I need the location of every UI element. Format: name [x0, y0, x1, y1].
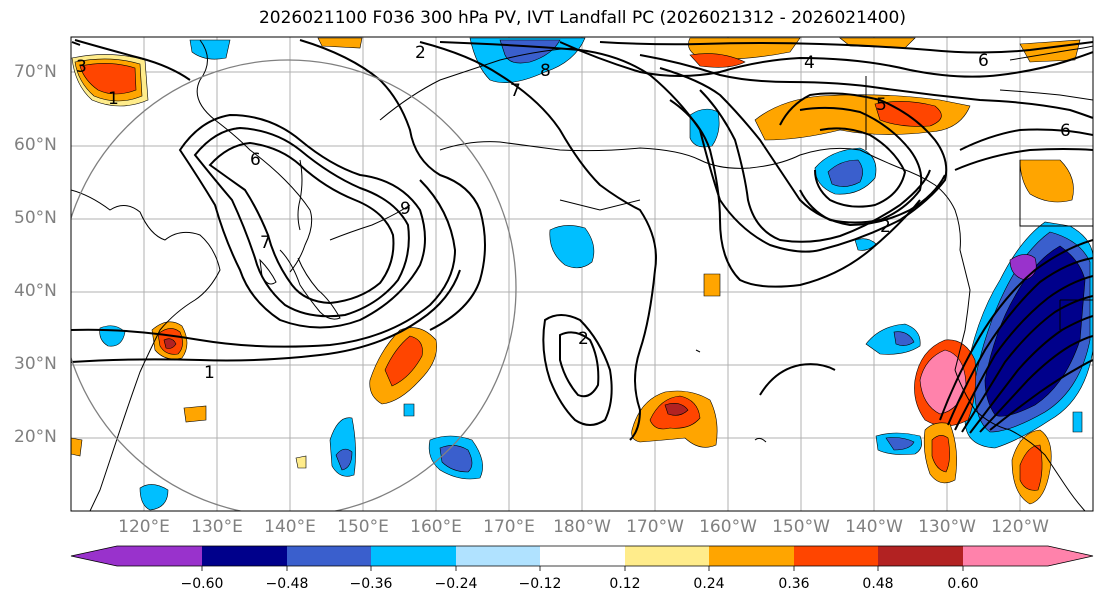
page-title: 2026021100 F036 300 hPa PV, IVT Landfall…	[258, 8, 906, 28]
lon-label-140e: 140°E	[264, 517, 316, 537]
svg-text:2: 2	[578, 329, 589, 349]
svg-text:6: 6	[1060, 121, 1071, 141]
colorbar-segment	[117, 546, 202, 566]
svg-text:6: 6	[978, 51, 989, 71]
lon-label-160e: 160°E	[410, 517, 462, 537]
colorbar-max-extend	[1048, 546, 1093, 566]
pv-contours	[71, 39, 1093, 441]
colorbar-tick: 0.24	[693, 576, 725, 592]
lon-label-150e: 150°E	[337, 517, 389, 537]
colorbar-tick: 0.48	[862, 576, 894, 592]
lat-label-40n: 40°N	[14, 281, 57, 301]
lon-label-130e: 130°E	[191, 517, 243, 537]
contour-labels: 2 4 5 6 7 8 1 2 3 7 6 9 2 1 6	[76, 43, 1071, 383]
lon-label-120w: 120°W	[991, 517, 1049, 537]
lat-label-50n: 50°N	[14, 208, 57, 228]
svg-text:7: 7	[510, 81, 521, 101]
reference-circle	[71, 59, 517, 511]
svg-text:1: 1	[108, 89, 119, 109]
colorbar-tick: 0.60	[947, 576, 979, 592]
map-frame	[70, 36, 1094, 512]
lon-label-180w: 180°W	[553, 517, 611, 537]
map-content: 2 4 5 6 7 8 1 2 3 7 6 9 2 1 6	[71, 37, 1093, 511]
lat-label-60n: 60°N	[14, 135, 57, 155]
svg-text:1: 1	[204, 363, 215, 383]
colorbar	[70, 545, 1094, 571]
colorbar-outline	[70, 545, 1094, 567]
svg-text:2: 2	[415, 43, 426, 63]
colorbar-tick: −0.12	[518, 576, 562, 592]
lon-label-160w: 160°W	[699, 517, 757, 537]
svg-text:6: 6	[250, 150, 261, 170]
lon-label-170e: 170°E	[483, 517, 535, 537]
colorbar-segment	[287, 546, 371, 566]
colorbar-tick: −0.24	[434, 576, 478, 592]
svg-text:2: 2	[880, 217, 891, 237]
colorbar-segment	[794, 546, 878, 566]
colorbar-segment	[540, 546, 625, 566]
lon-label-140w: 140°W	[845, 517, 903, 537]
svg-text:7: 7	[260, 233, 271, 253]
colorbar-min-extend	[71, 546, 117, 566]
colorbar-tick: −0.60	[180, 576, 224, 592]
colorbar-segment	[625, 546, 709, 566]
colorbar-tick: 0.12	[609, 576, 641, 592]
lat-label-20n: 20°N	[14, 427, 57, 447]
svg-text:4: 4	[804, 53, 815, 73]
colorbar-segment	[371, 546, 456, 566]
coastlines	[71, 39, 1093, 511]
colorbar-tick: −0.36	[349, 576, 393, 592]
lat-label-70n: 70°N	[14, 62, 57, 82]
svg-text:5: 5	[876, 95, 887, 115]
lat-label-30n: 30°N	[14, 354, 57, 374]
svg-text:9: 9	[400, 199, 411, 219]
svg-text:3: 3	[76, 57, 87, 77]
lon-label-130w: 130°W	[918, 517, 976, 537]
lon-label-120e: 120°E	[118, 517, 170, 537]
colorbar-tick: 0.36	[778, 576, 810, 592]
svg-text:8: 8	[540, 61, 551, 81]
lon-label-150w: 150°W	[772, 517, 830, 537]
colorbar-tick: −0.48	[265, 576, 309, 592]
colorbar-segment	[202, 546, 287, 566]
lon-label-170w: 170°W	[626, 517, 684, 537]
colorbar-segment	[456, 546, 540, 566]
colorbar-segment	[963, 546, 1048, 566]
colorbar-segment	[878, 546, 963, 566]
colorbar-segment	[709, 546, 794, 566]
